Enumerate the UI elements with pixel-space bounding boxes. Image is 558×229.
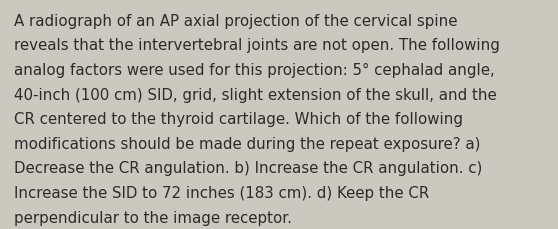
Text: perpendicular to the image receptor.: perpendicular to the image receptor.: [14, 210, 292, 225]
Text: Increase the SID to 72 inches (183 cm). d) Keep the CR: Increase the SID to 72 inches (183 cm). …: [14, 185, 429, 200]
Text: CR centered to the thyroid cartilage. Which of the following: CR centered to the thyroid cartilage. Wh…: [14, 112, 463, 127]
Text: analog factors were used for this projection: 5° cephalad angle,: analog factors were used for this projec…: [14, 63, 495, 78]
Text: Decrease the CR angulation. b) Increase the CR angulation. c): Decrease the CR angulation. b) Increase …: [14, 161, 482, 176]
Text: 40-inch (100 cm) SID, grid, slight extension of the skull, and the: 40-inch (100 cm) SID, grid, slight exten…: [14, 87, 497, 102]
Text: A radiograph of an AP axial projection of the cervical spine: A radiograph of an AP axial projection o…: [14, 14, 458, 29]
Text: reveals that the intervertebral joints are not open. The following: reveals that the intervertebral joints a…: [14, 38, 500, 53]
Text: modifications should be made during the repeat exposure? a): modifications should be made during the …: [14, 136, 480, 151]
